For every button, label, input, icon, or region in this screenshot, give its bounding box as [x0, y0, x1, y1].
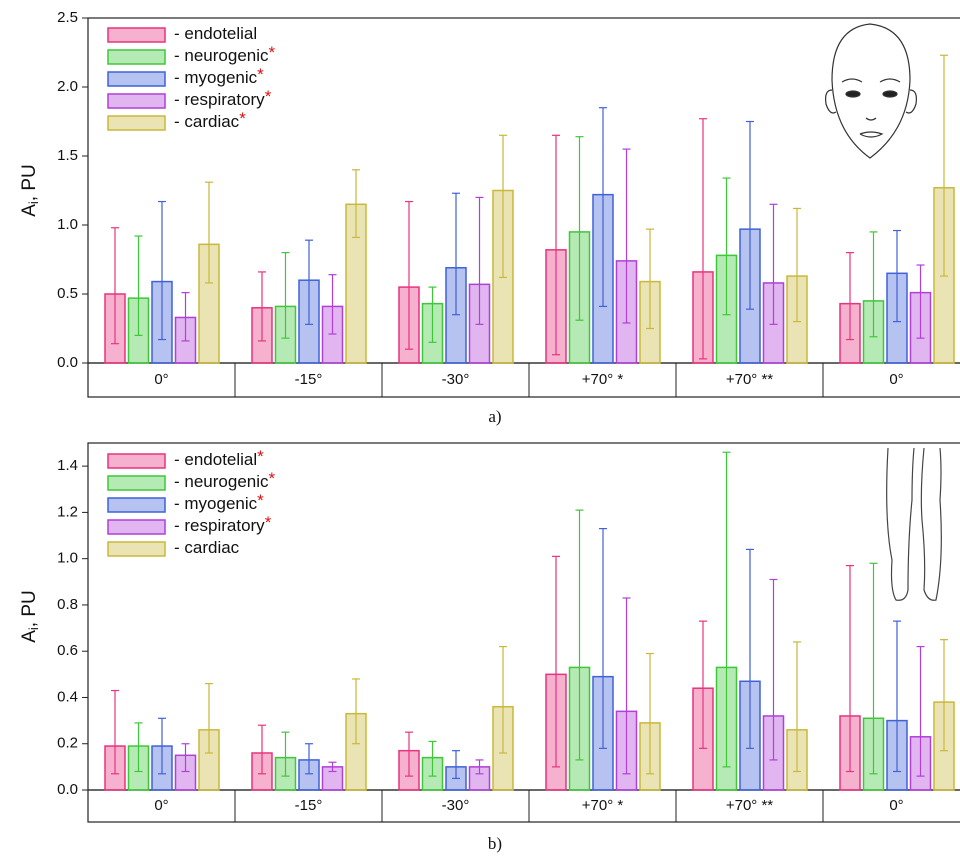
legend-significance: *: [269, 43, 276, 62]
y-axis-label: Ai, PU: [19, 164, 41, 217]
face-illustration: [825, 23, 917, 159]
y-tick-label: 1.2: [57, 503, 78, 520]
y-tick-label: 0.8: [57, 596, 78, 613]
legend-label: - neurogenic*: [174, 43, 276, 65]
legend-label: - cardiac*: [174, 109, 246, 131]
y-tick-label: 0.2: [57, 735, 78, 752]
legend-label: - respiratory*: [174, 513, 272, 535]
y-tick-label: 1.5: [57, 147, 78, 164]
y-label-subscript: i: [26, 201, 41, 204]
category-label: 0°: [889, 371, 903, 388]
legend-swatch: [107, 453, 166, 469]
legend-name: - myogenic: [174, 68, 258, 87]
y-tick-label: 0.4: [57, 688, 78, 705]
category-label: -15°: [295, 371, 323, 388]
y-tick-label: 1.0: [57, 216, 78, 233]
legend-name: - endotelial: [174, 24, 257, 43]
legend-label: - respiratory*: [174, 87, 272, 109]
legend-label: - endotelial: [174, 24, 257, 43]
y-tick-label: 0.0: [57, 354, 78, 371]
legend-significance: *: [265, 87, 272, 106]
category-label: +70° *: [582, 371, 624, 388]
legs-illustration: [886, 447, 942, 601]
category-row: [87, 789, 960, 823]
y-tick-label: 0.0: [57, 781, 78, 798]
legend-significance: *: [239, 109, 246, 128]
legend-name: - neurogenic: [174, 472, 269, 491]
legend-name: - cardiac: [174, 112, 240, 131]
category-label: -15°: [295, 797, 323, 814]
panel-caption: a): [488, 407, 501, 426]
category-row: [87, 362, 960, 398]
y-label-main: A: [19, 630, 40, 643]
legend-swatch: [107, 115, 166, 131]
legend-name: - respiratory: [174, 516, 265, 535]
legend-label: - cardiac: [174, 538, 240, 557]
legend-significance: *: [265, 513, 272, 532]
category-label: +70° **: [726, 797, 773, 814]
legend-label: - myogenic*: [174, 491, 264, 513]
category-label: 0°: [889, 797, 903, 814]
y-tick-label: 1.4: [57, 457, 78, 474]
legend-name: - endotelial: [174, 450, 257, 469]
legend-significance: *: [257, 447, 264, 466]
legend-name: - respiratory: [174, 90, 265, 109]
category-label: 0°: [154, 797, 168, 814]
legend-label: - neurogenic*: [174, 469, 276, 491]
legend-significance: *: [269, 469, 276, 488]
y-tick-label: 0.5: [57, 285, 78, 302]
legend-swatch: [107, 49, 166, 65]
legend-swatch: [107, 71, 166, 87]
category-label: -30°: [442, 371, 470, 388]
legend-swatch: [107, 93, 166, 109]
legend-swatch: [107, 475, 166, 491]
legend-swatch: [107, 519, 166, 535]
y-label-unit: , PU: [19, 590, 40, 627]
category-label: -30°: [442, 797, 470, 814]
y-tick-label: 1.0: [57, 550, 78, 567]
legend-significance: *: [257, 491, 264, 510]
legend-name: - neurogenic: [174, 46, 269, 65]
legend-swatch: [107, 497, 166, 513]
y-tick-label: 2.0: [57, 78, 78, 95]
legend-label: - endotelial*: [174, 447, 264, 469]
legend-swatch: [107, 27, 166, 43]
category-label: +70° **: [726, 371, 773, 388]
category-label: 0°: [154, 371, 168, 388]
panel-caption: b): [488, 834, 502, 853]
legend-label: - myogenic*: [174, 65, 264, 87]
legend-name: - myogenic: [174, 494, 258, 513]
y-label-unit: , PU: [19, 164, 40, 201]
y-tick-label: 2.5: [57, 9, 78, 26]
y-label-subscript: i: [26, 627, 41, 630]
legend-significance: *: [257, 65, 264, 84]
y-tick-label: 0.6: [57, 642, 78, 659]
legend-name: - cardiac: [174, 538, 240, 557]
category-label: +70° *: [582, 797, 624, 814]
y-label-main: A: [19, 204, 40, 217]
legend-swatch: [107, 541, 166, 557]
y-axis-label: Ai, PU: [19, 590, 41, 643]
